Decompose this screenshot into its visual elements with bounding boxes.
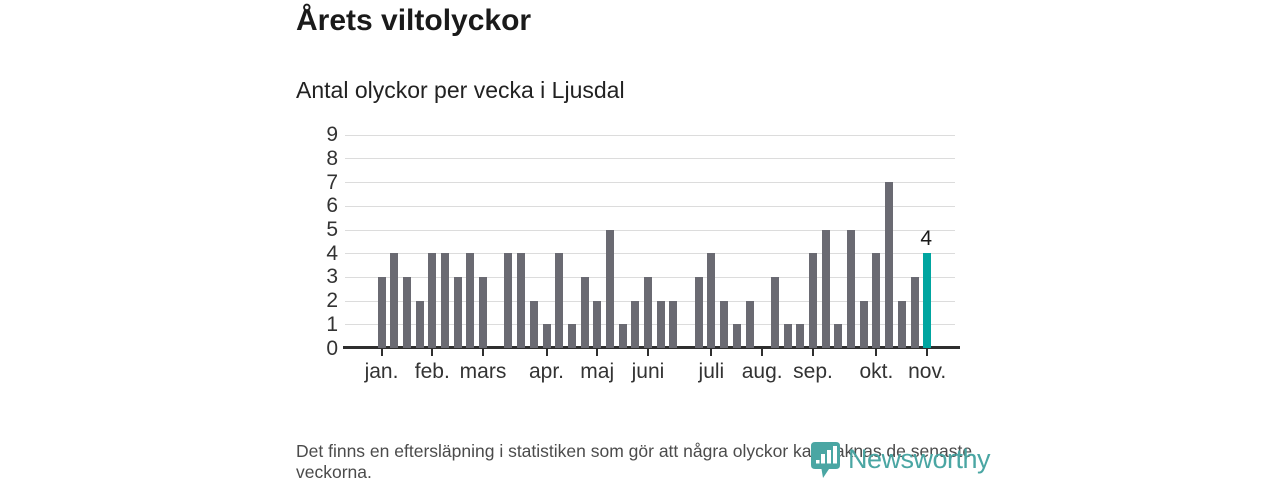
bar [390,253,399,348]
bar [402,276,411,348]
bar [415,300,424,348]
bar [440,253,449,348]
x-axis-month-label: nov. [908,360,947,383]
bar [656,300,665,348]
bar [479,276,487,348]
x-axis-month-tick [812,349,814,356]
y-axis-tick-label: 6 [326,194,338,218]
x-axis-month-tick [647,349,649,356]
bar [618,324,627,348]
bar [631,300,640,348]
x-axis-month-tick [596,349,599,356]
bar [453,276,462,348]
gridline [345,158,955,160]
bar [529,300,538,348]
bar [593,300,602,348]
bar [466,253,475,348]
y-axis-tick-label: 2 [326,289,338,313]
bar [504,253,513,348]
bar [834,324,843,348]
bar [707,253,716,348]
x-axis-month-tick [482,349,484,356]
x-axis-month-label: maj [580,360,615,383]
bar [897,300,906,348]
footer-note: Det finns en eftersläpning i statistiken… [296,441,973,482]
x-axis-month-label: jan. [364,360,399,383]
bar [783,324,792,348]
bar [821,229,830,348]
bar-highlighted [923,253,932,348]
bar [745,300,754,348]
x-axis-month-label: aug. [741,360,783,383]
newsworthy-logo-text: Newsworthy [848,444,991,474]
x-axis-month-tick [875,349,878,356]
bar [644,276,652,348]
x-axis-month-label: mars [459,360,507,383]
bar [732,324,741,348]
x-axis-month-tick [926,349,929,356]
x-axis-month-tick [761,349,764,356]
gridline [345,134,955,136]
y-axis-tick-label: 0 [326,336,338,360]
x-axis-month-tick [710,349,713,356]
x-axis-month-label: sep. [793,360,833,383]
newsworthy-logo: Newsworthy [810,441,991,484]
bar [580,276,589,348]
bar [809,253,817,348]
x-axis-month-tick [431,349,434,356]
y-axis-tick-label: 9 [326,123,338,147]
gridline [345,205,955,207]
newsworthy-banner-chart-icon [810,441,841,484]
x-axis-month-label: juli [698,360,725,383]
y-axis-tick-label: 5 [326,218,338,241]
bar [872,253,881,348]
bar [885,182,894,348]
page-title: Årets viltolyckor [296,4,532,37]
y-axis-tick-label: 7 [326,170,338,194]
bar [859,300,868,348]
bar [542,324,551,348]
y-axis-tick-label: 3 [326,265,338,289]
bar [720,300,729,348]
bar [847,229,855,348]
x-axis-month-tick [380,349,383,356]
bar [567,324,576,348]
x-axis-month-label: juni [631,360,665,383]
x-axis-month-label: feb. [414,360,450,383]
y-axis-tick-label: 4 [326,241,338,265]
bar [669,300,678,348]
bar [770,276,779,348]
x-axis-month-tick [545,349,548,356]
bar [605,229,614,348]
bar [555,253,564,348]
bar [694,276,703,348]
x-axis-month-label: apr. [528,360,565,383]
bar [517,253,526,348]
bar [377,276,386,348]
gridline [345,182,955,184]
highlighted-bar-value-label: 4 [920,227,933,251]
chart-subtitle: Antal olyckor per vecka i Ljusdal [296,77,625,103]
gridline [345,229,955,231]
y-axis-tick-label: 8 [326,146,338,170]
gridline [345,253,955,255]
x-axis-month-label: okt. [859,360,894,383]
bar [428,253,437,348]
bar [910,276,919,348]
bar [796,324,805,348]
y-axis-tick-label: 1 [326,312,338,336]
